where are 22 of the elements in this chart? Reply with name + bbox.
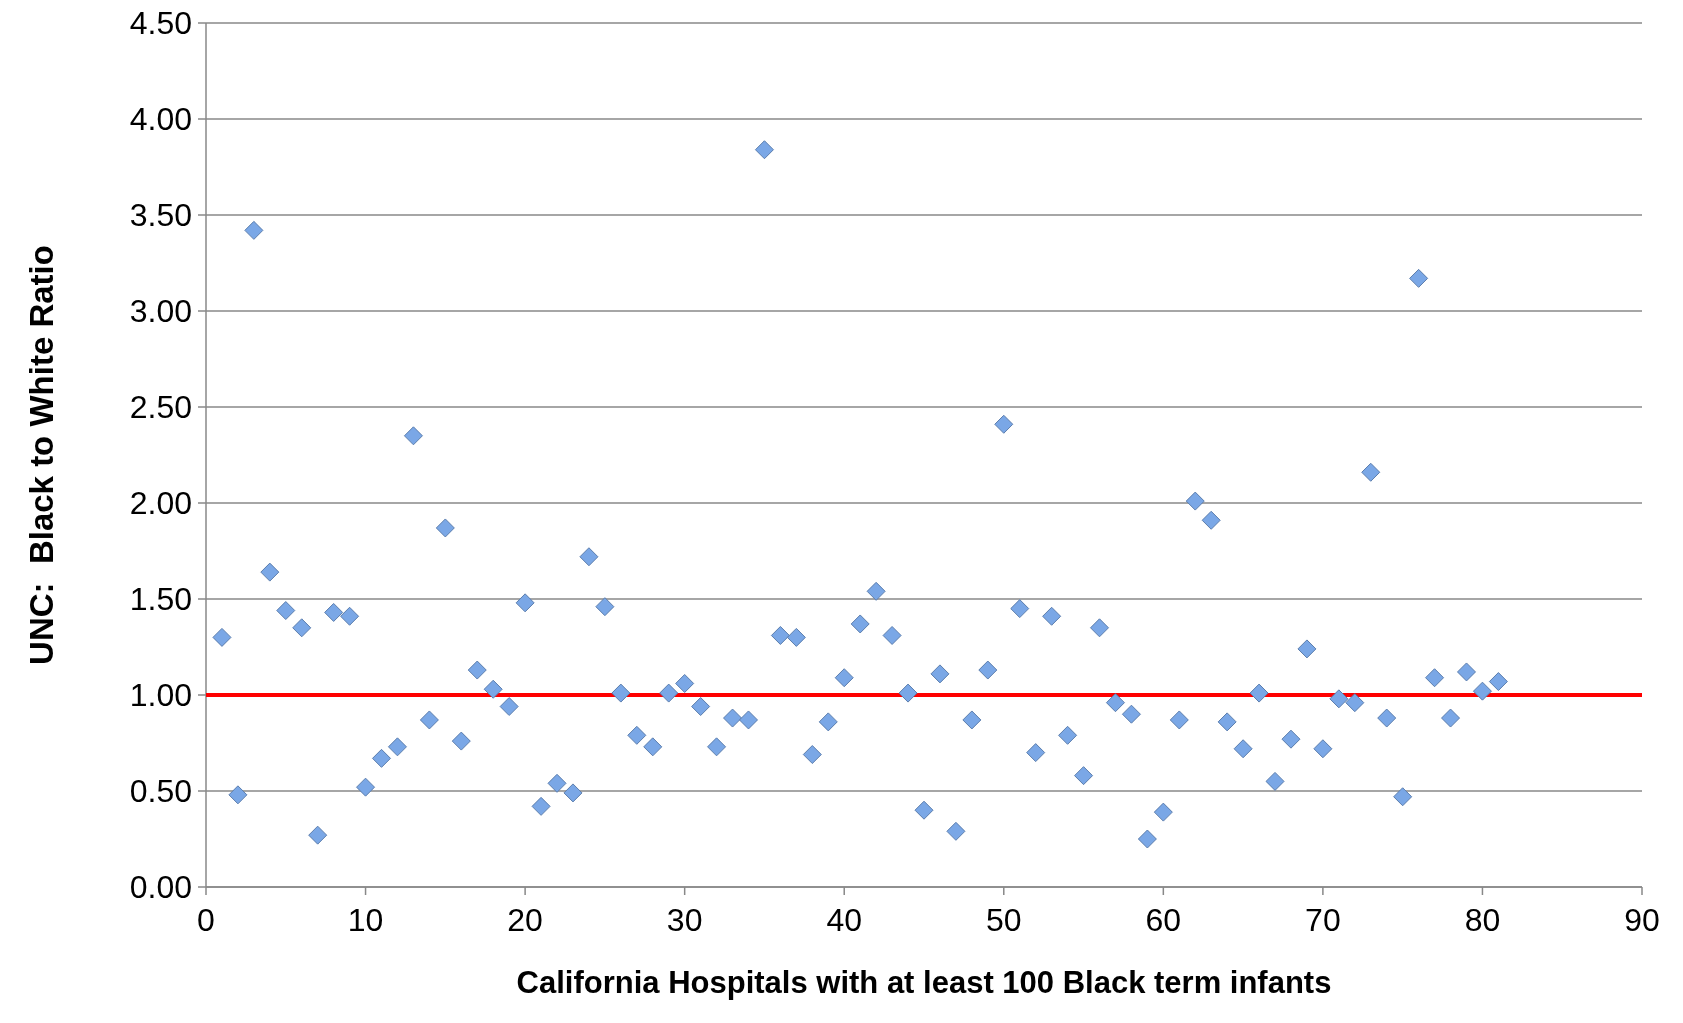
y-tick-label: 1.50 xyxy=(129,581,192,618)
y-tick-label: 3.50 xyxy=(129,197,192,234)
x-tick-label: 40 xyxy=(826,902,863,938)
y-tick-label: 4.50 xyxy=(129,5,192,42)
x-tick-label: 50 xyxy=(985,902,1022,938)
y-tick-label: 1.00 xyxy=(129,677,192,714)
y-tick-label: 0.50 xyxy=(129,773,192,810)
x-tick-label: 10 xyxy=(347,902,384,938)
x-tick-label: 70 xyxy=(1305,902,1341,938)
y-tick-label: 4.00 xyxy=(129,101,192,138)
x-tick-label: 60 xyxy=(1145,902,1182,938)
y-axis-title: UNC: Black to White Ratio xyxy=(23,245,60,665)
y-tick-label: 2.00 xyxy=(129,485,192,522)
y-tick-label: 3.00 xyxy=(129,293,192,330)
x-tick-label: 20 xyxy=(507,902,543,938)
x-tick-label: 80 xyxy=(1464,902,1501,938)
x-tick-label: 0 xyxy=(197,902,215,938)
x-tick-label: 30 xyxy=(666,902,703,938)
x-axis-title: California Hospitals with at least 100 Black term infants xyxy=(516,965,1332,1000)
x-tick-label: 90 xyxy=(1624,902,1660,938)
y-tick-label: 2.50 xyxy=(129,389,192,426)
y-tick-label: 0.00 xyxy=(129,869,192,906)
